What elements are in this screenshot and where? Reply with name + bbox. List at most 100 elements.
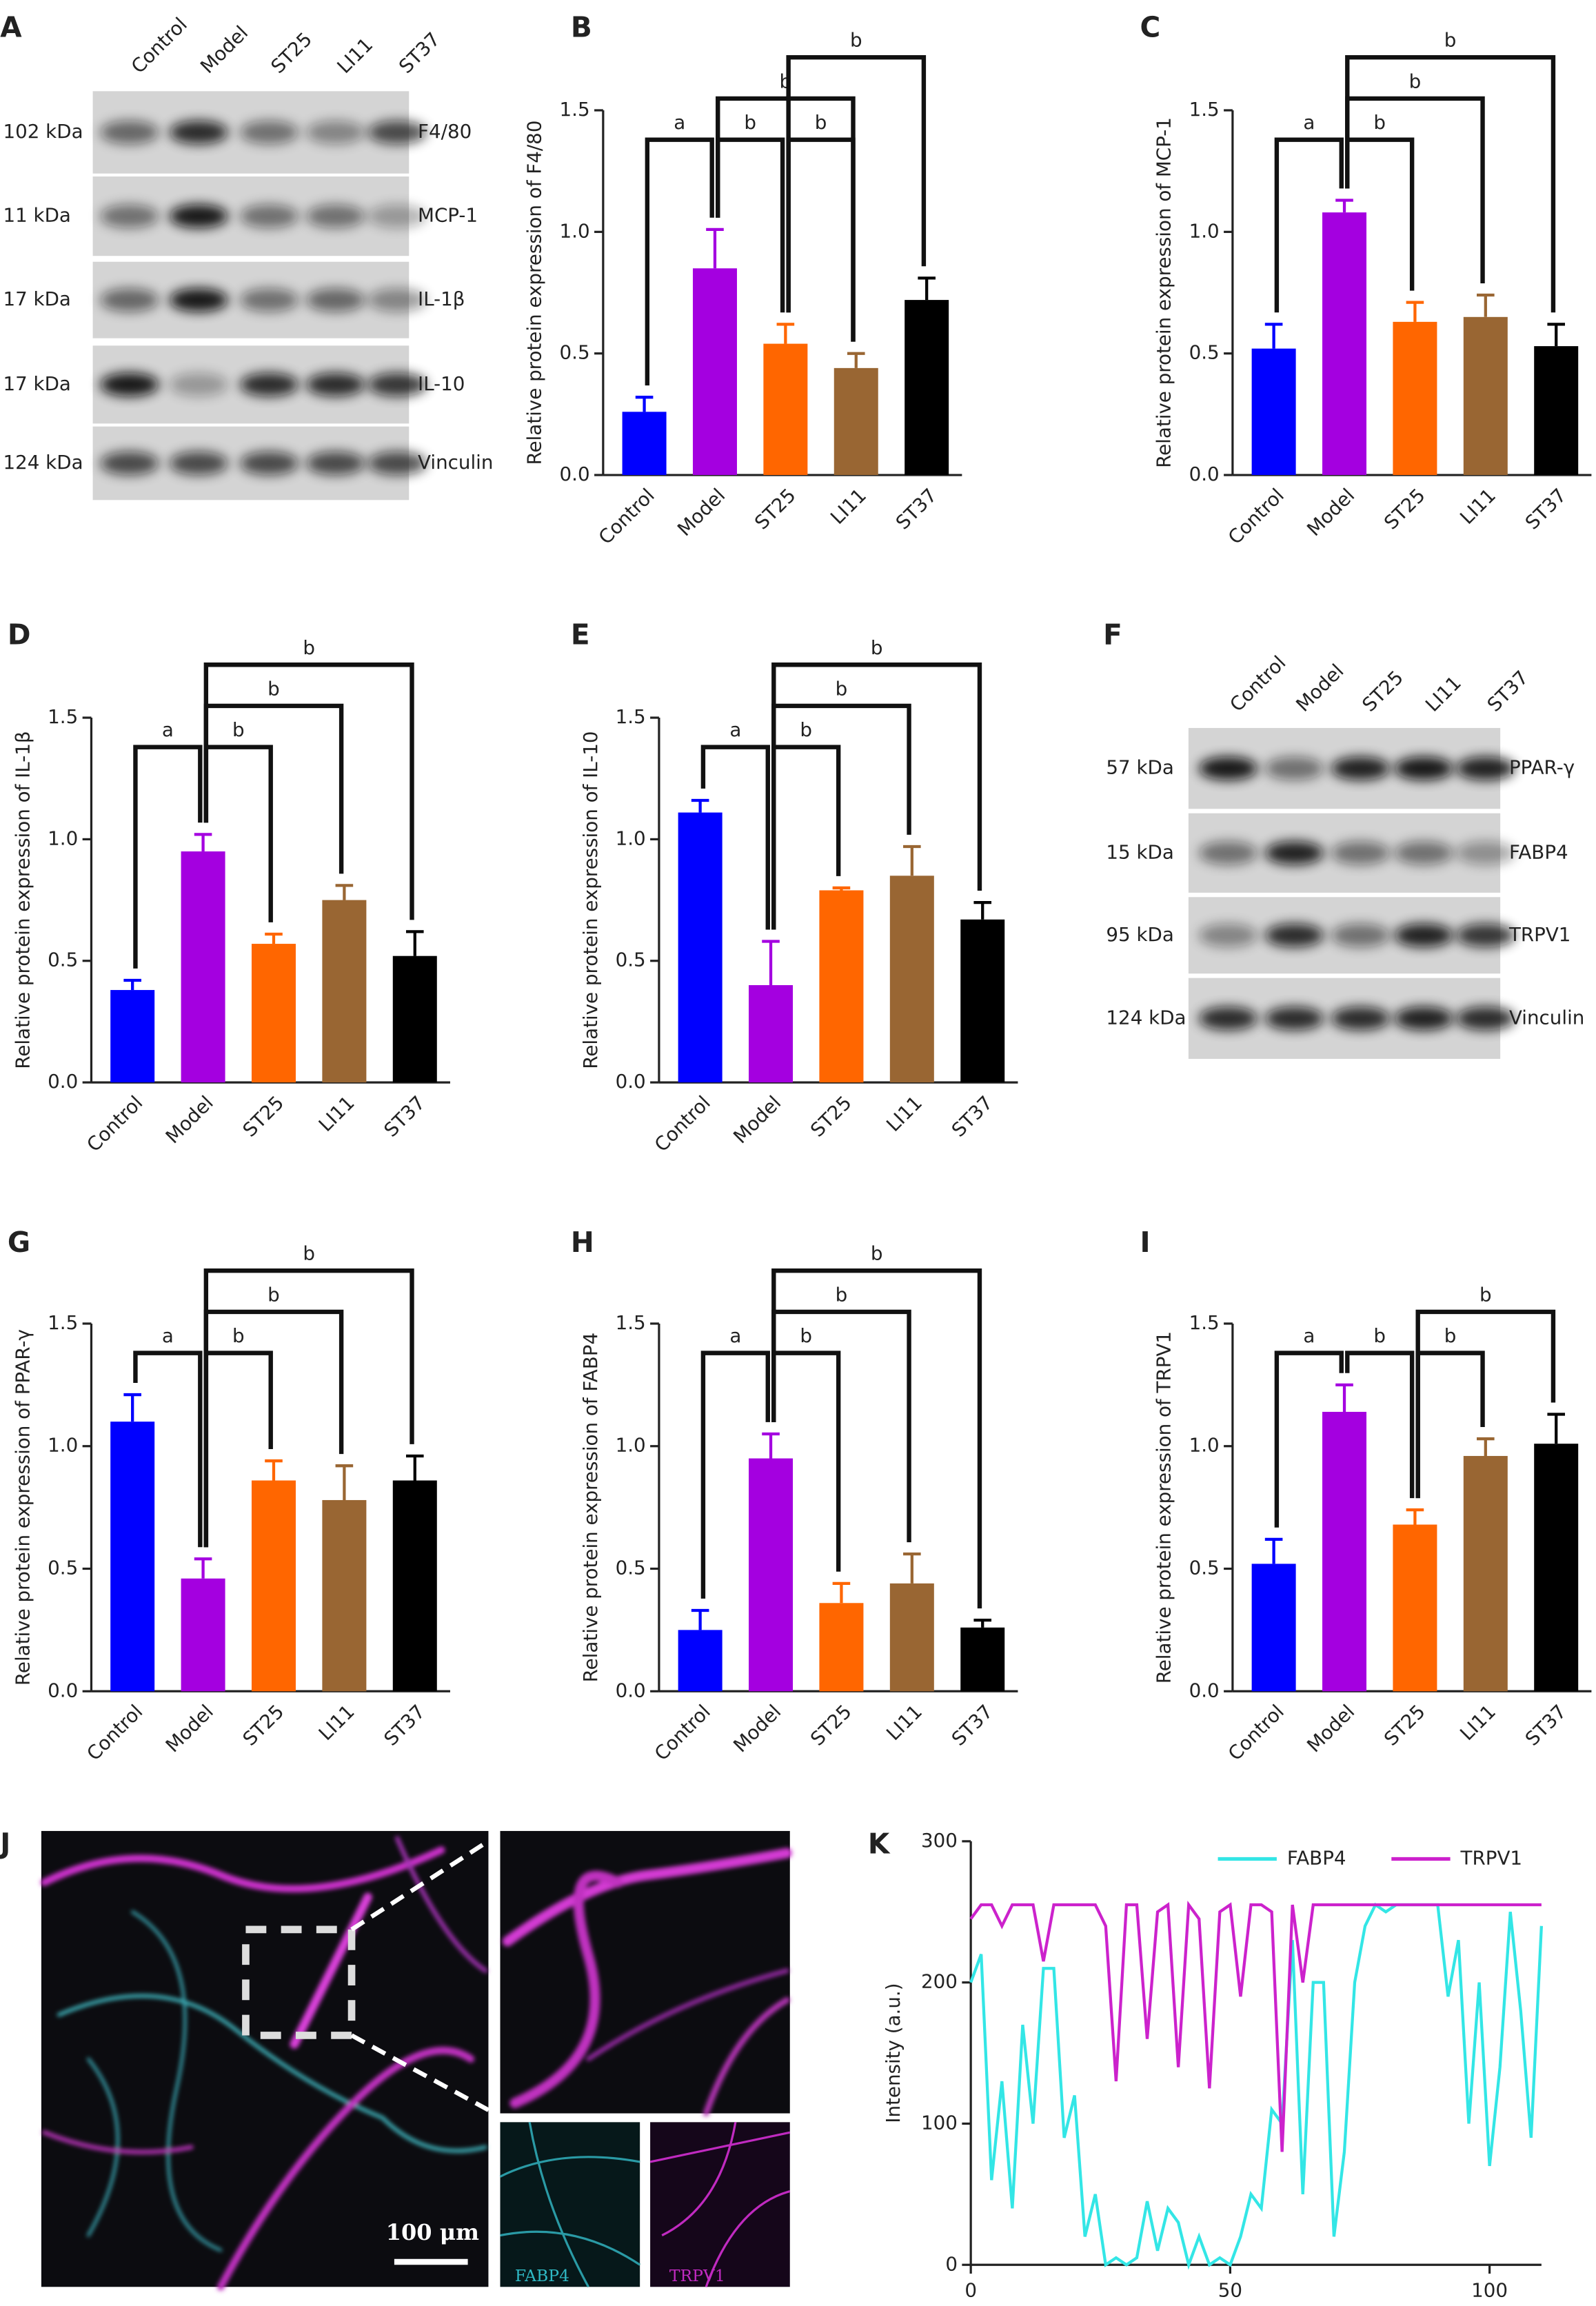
- x-tick-label: ST37: [1521, 1700, 1571, 1750]
- blot-band: [1331, 841, 1391, 865]
- kda-label: 17 kDa: [3, 372, 70, 395]
- significance-label: b: [1373, 1324, 1386, 1347]
- zoom-box: [242, 1925, 356, 2039]
- fabp4-image: [500, 2122, 640, 2287]
- error-bar: [265, 932, 283, 944]
- blot-band: [305, 288, 365, 312]
- bar: [251, 944, 296, 1083]
- error-bar: [762, 1432, 780, 1459]
- significance-bracket: [700, 745, 770, 930]
- significance-label: b: [744, 111, 756, 134]
- blot-band: [1394, 756, 1453, 780]
- kda-label: 102 kDa: [3, 120, 83, 143]
- significance-label: b: [871, 636, 883, 659]
- y-axis-label: Relative protein expression of IL-10: [579, 731, 602, 1069]
- panel-letter: C: [1140, 11, 1160, 44]
- blot-band: [1198, 1007, 1258, 1031]
- bar: [1322, 212, 1367, 476]
- error-bar: [903, 844, 921, 876]
- bar: [110, 990, 155, 1083]
- protein-label: TRPV1: [1508, 923, 1571, 946]
- significance-label: a: [674, 111, 685, 134]
- bar: [1322, 1411, 1367, 1692]
- y-tick-label: 1.0: [616, 827, 646, 849]
- blot-band: [169, 372, 228, 396]
- y-axis-label: Relative protein expression of IL-1β: [11, 731, 34, 1069]
- y-tick-label: 0.5: [1189, 1557, 1220, 1579]
- y-axis-label: Relative protein expression of TRPV1: [1153, 1331, 1175, 1683]
- blot-band: [305, 451, 365, 476]
- blot-band: [169, 204, 228, 228]
- significance-bracket: [133, 1351, 203, 1548]
- bar: [834, 367, 878, 476]
- bar: [1251, 1564, 1296, 1692]
- protein-label: FABP4: [1509, 840, 1568, 863]
- blot-band: [1456, 756, 1515, 780]
- bar: [1463, 1455, 1508, 1692]
- lane-label: Model: [196, 21, 252, 78]
- y-tick-label: 0.5: [48, 949, 78, 971]
- significance-label: b: [267, 1283, 280, 1306]
- x-tick-label: ST25: [750, 484, 800, 534]
- error-bar: [903, 1552, 921, 1584]
- error-bar: [1264, 323, 1283, 349]
- x-tick-label: ST25: [239, 1091, 289, 1142]
- significance-bracket: [203, 703, 344, 874]
- bar: [763, 343, 808, 476]
- x-tick-label: Model: [161, 1091, 218, 1148]
- x-tick-label: Model: [673, 484, 729, 540]
- x-tick-label: LI11: [1455, 484, 1500, 529]
- significance-bracket: [771, 1268, 982, 1609]
- significance-label: a: [162, 718, 174, 741]
- bar: [1463, 316, 1508, 476]
- significance-bracket: [1345, 54, 1556, 313]
- error-bar: [832, 886, 851, 891]
- significance-label: b: [850, 29, 862, 52]
- y-tick-label: 300: [921, 1829, 958, 1852]
- x-tick-label: ST37: [947, 1091, 998, 1142]
- zoom-line: [350, 2033, 498, 2117]
- y-axis-label: Relative protein expression of FABP4: [579, 1333, 602, 1683]
- y-tick-label: 0: [945, 2252, 958, 2275]
- y-tick-label: 0.0: [48, 1679, 78, 1701]
- x-tick-label: ST25: [806, 1700, 856, 1750]
- bar: [960, 1627, 1005, 1692]
- error-bar: [1477, 1437, 1495, 1456]
- significance-bracket: [716, 96, 856, 342]
- x-tick-label: ST25: [1380, 1700, 1430, 1750]
- x-tick-label: 100: [1471, 2279, 1508, 2302]
- blot-band: [1198, 923, 1258, 947]
- blot-band: [239, 451, 299, 476]
- significance-label: a: [1303, 111, 1315, 134]
- lane-label: ST25: [266, 28, 316, 78]
- significance-bracket: [1415, 1309, 1556, 1499]
- x-tick-label: ST37: [891, 484, 942, 534]
- bar: [181, 1578, 225, 1692]
- blot-band: [367, 372, 427, 396]
- significance-label: b: [836, 678, 848, 700]
- x-tick-label: Control: [650, 1091, 715, 1156]
- x-tick-label: ST37: [379, 1091, 430, 1142]
- blot-band: [169, 120, 228, 145]
- blot-band: [367, 451, 427, 476]
- y-tick-label: 0.0: [48, 1070, 78, 1093]
- x-tick-label: Control: [82, 1700, 147, 1765]
- y-tick-label: 0.5: [616, 1557, 646, 1579]
- significance-label: b: [836, 1283, 848, 1306]
- error-bar: [973, 1619, 992, 1628]
- blot-band: [367, 120, 427, 145]
- panel-letter: D: [8, 618, 31, 651]
- error-bar: [194, 833, 212, 852]
- blot-band: [1264, 923, 1324, 947]
- kda-label: 17 kDa: [3, 287, 70, 310]
- x-tick-label: ST25: [806, 1091, 856, 1142]
- blot-band: [1198, 841, 1258, 865]
- significance-label: a: [729, 1324, 741, 1347]
- significance-bracket: [1345, 1351, 1415, 1499]
- blot-band: [1331, 756, 1391, 780]
- x-tick-label: ST37: [1521, 484, 1571, 534]
- x-tick-label: Control: [82, 1091, 147, 1156]
- blot-band: [169, 451, 228, 476]
- panel-letter: K: [868, 1827, 891, 1860]
